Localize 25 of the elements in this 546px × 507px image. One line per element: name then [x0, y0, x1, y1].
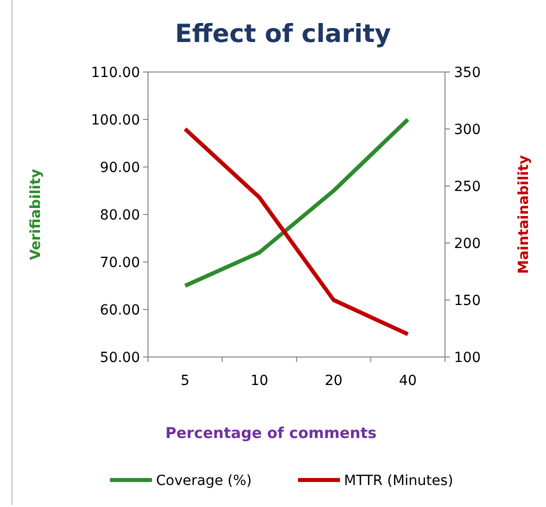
y-tick-label: 50.00 [100, 350, 140, 366]
y-tick-label: 90.00 [100, 160, 140, 176]
x-tick-label: 10 [250, 373, 268, 389]
y-axis-title: Verifiability [28, 168, 44, 260]
x-tick-label: 40 [398, 373, 417, 389]
y-tick-label: 110.00 [91, 64, 140, 81]
y2-tick-label: 150 [454, 292, 481, 309]
line-series [183, 127, 410, 336]
y-tick-label: 70.00 [100, 254, 140, 271]
x-tick-label: 5 [180, 373, 190, 389]
legend-label: Coverage (%) [156, 472, 252, 489]
y2-axis-title: Maintainability [516, 155, 532, 274]
y2-tick-label: 200 [454, 236, 481, 252]
y2-tick-label: 250 [454, 178, 481, 195]
chart-title: Effect of clarity [175, 19, 391, 48]
x-tick-label: 20 [324, 373, 343, 389]
y-tick-label: 60.00 [100, 302, 140, 318]
y2-tick-label: 300 [454, 122, 481, 138]
x-axis-title: Percentage of comments [165, 424, 377, 442]
y2-tick-label: 350 [454, 64, 481, 81]
y-tick-label: 100.00 [91, 112, 140, 128]
y2-tick-label: 100 [454, 350, 481, 366]
line-series [183, 118, 410, 288]
y-tick-label: 80.00 [100, 207, 140, 224]
legend-label: MTTR (Minutes) [344, 472, 454, 489]
